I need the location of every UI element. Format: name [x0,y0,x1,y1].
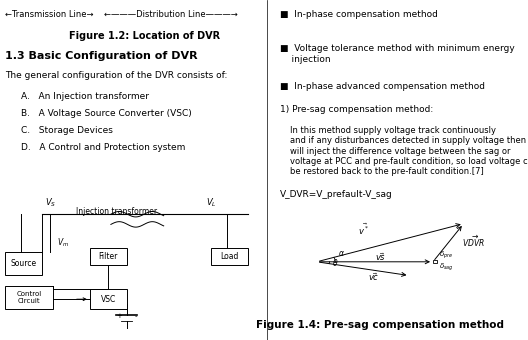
Text: ■  In-phase advanced compensation method: ■ In-phase advanced compensation method [280,82,485,90]
Text: 1.3 Basic Configuration of DVR: 1.3 Basic Configuration of DVR [5,51,198,61]
Text: -: - [135,313,137,319]
Text: Figure 1.2: Location of DVR: Figure 1.2: Location of DVR [69,31,220,40]
Bar [433,260,437,263]
Text: The general configuration of the DVR consists of:: The general configuration of the DVR con… [5,71,228,80]
Text: $\delta_{sag}$: $\delta_{sag}$ [439,261,454,273]
Text: Source: Source [11,259,37,268]
Text: $\vec{vs}$: $\vec{vs}$ [374,251,386,262]
Text: $V_L$: $V_L$ [206,197,216,209]
Text: $\overrightarrow{VDVR}$: $\overrightarrow{VDVR}$ [461,233,484,249]
Bar [5,252,42,275]
Text: $\vec{vc}$: $\vec{vc}$ [368,271,380,283]
Text: $V_S$: $V_S$ [44,197,56,209]
Bar [90,248,127,265]
Text: $\delta_{pre}$: $\delta_{pre}$ [439,250,454,261]
Text: D.   A Control and Protection system: D. A Control and Protection system [21,143,185,152]
Bar [5,286,53,309]
Text: $\alpha$: $\alpha$ [338,249,345,258]
Text: Load: Load [221,252,239,261]
Text: Control
Circuit: Control Circuit [16,291,42,304]
Text: $\theta$: $\theta$ [332,257,338,268]
Text: Filter: Filter [99,252,118,261]
Text: $V_{m}$: $V_{m}$ [56,237,69,249]
Text: ←Transmission Line→    ←———Distribution Line———→: ←Transmission Line→ ←———Distribution Lin… [5,10,238,19]
Text: Injection transformer: Injection transformer [76,207,157,216]
Text: C.   Storage Devices: C. Storage Devices [21,126,113,135]
Text: +: + [116,313,122,319]
Text: In this method supply voltage track continuously
and if any disturbances detecte: In this method supply voltage track cont… [290,126,528,176]
Text: B.   A Voltage Source Converter (VSC): B. A Voltage Source Converter (VSC) [21,109,192,118]
Text: A.   An Injection transformer: A. An Injection transformer [21,92,149,101]
Bar [90,289,127,309]
Text: $\vec{v^*}$: $\vec{v^*}$ [358,221,370,237]
Bar [211,248,248,265]
Text: ■  Voltage tolerance method with minimum energy
    injection: ■ Voltage tolerance method with minimum … [280,44,515,64]
Text: 1) Pre-sag compensation method:: 1) Pre-sag compensation method: [280,105,433,114]
Text: Figure 1.4: Pre-sag compensation method: Figure 1.4: Pre-sag compensation method [256,320,504,330]
Text: VSC: VSC [101,295,116,304]
Text: ■  In-phase compensation method: ■ In-phase compensation method [280,10,438,19]
Text: V_DVR=V_prefault-V_sag: V_DVR=V_prefault-V_sag [280,190,393,199]
